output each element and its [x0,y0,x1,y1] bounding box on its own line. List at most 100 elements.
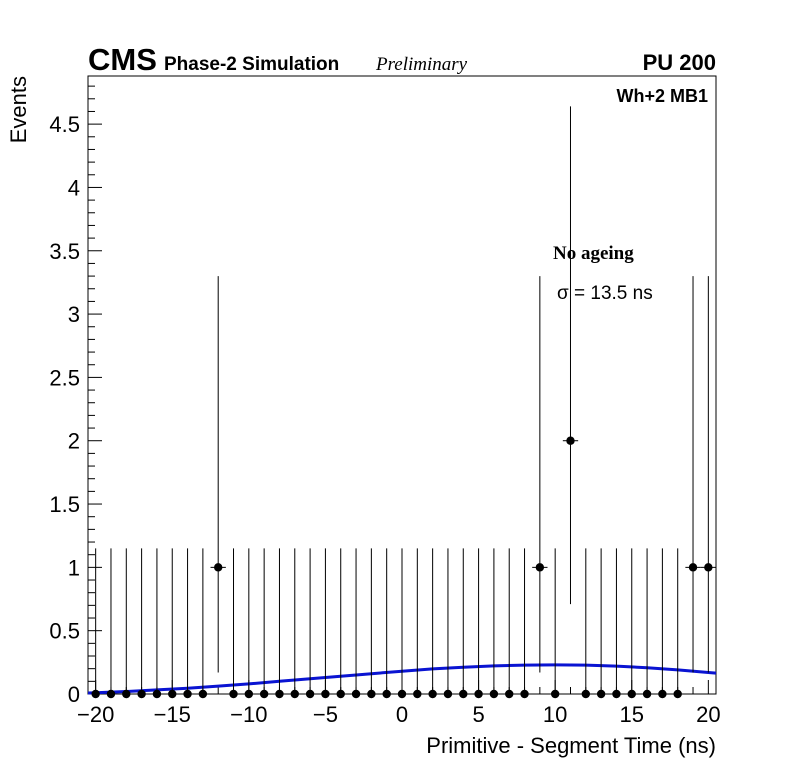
data-marker [367,689,376,699]
data-point [397,548,407,699]
data-point [321,548,330,699]
data-point [474,548,483,699]
data-point [596,548,606,699]
chamber-label: Wh+2 MB1 [616,86,708,106]
data-point [685,276,701,673]
x-tick-label: 5 [472,702,484,727]
cms-label: CMS [88,42,157,77]
data-point [305,548,315,699]
data-marker [688,563,698,572]
data-point [627,548,636,699]
data-marker [275,689,284,699]
data-point [581,548,591,699]
data-marker [397,689,407,699]
data-marker [168,689,177,699]
data-point [229,548,238,699]
preliminary-label: Preliminary [375,54,468,75]
data-point [505,548,514,699]
data-marker [106,689,116,699]
data-point [642,548,652,699]
y-axis: 0 0.5 1 1.5 2 2.5 3 3.5 4 4.5 [49,85,102,707]
data-point [198,548,208,699]
data-marker [91,689,100,699]
y-tick-label: 2.5 [49,365,80,390]
x-tick-label: 15 [620,702,644,727]
data-marker [443,689,453,699]
data-point [152,548,162,699]
y-tick-label: 0 [68,682,80,707]
data-point [122,548,131,699]
data-marker [213,563,223,572]
x-tick-label: −10 [230,702,267,727]
data-point [244,548,254,699]
data-points-layer [91,106,716,699]
data-point [532,276,548,673]
x-tick-label: 10 [543,702,567,727]
data-point [259,548,269,699]
data-point [210,276,226,673]
x-tick-label: 0 [396,702,408,727]
data-point [168,548,177,699]
data-marker [566,436,575,445]
y-tick-label: 4 [68,175,80,200]
data-marker [198,689,208,699]
y-tick-label: 4.5 [49,112,80,137]
data-marker [336,689,345,699]
x-tick-label: −15 [154,702,191,727]
phase2-label: Phase-2 Simulation [164,54,339,75]
data-marker [183,689,192,699]
data-marker [290,689,299,699]
x-axis: −20 −15 −10 −5 0 5 10 15 20 [77,680,721,727]
data-point [382,548,391,699]
data-point [275,548,284,699]
data-marker [382,689,391,699]
x-axis-title: Primitive - Segment Time (ns) [426,733,716,758]
data-marker [259,689,269,699]
y-tick-label: 0.5 [49,619,80,644]
y-tick-label: 2 [68,429,80,454]
data-marker [627,689,636,699]
data-point [137,548,146,699]
data-point [106,548,116,699]
data-marker [581,689,591,699]
data-marker [704,563,713,572]
data-marker [505,689,514,699]
y-axis-title: Events [6,76,31,143]
data-marker [122,689,131,699]
data-point [489,548,499,699]
data-marker [321,689,330,699]
data-point [428,548,437,699]
y-tick-label: 1.5 [49,492,80,517]
y-tick-label: 3 [68,302,80,327]
data-marker [642,689,652,699]
data-point [700,276,716,673]
data-marker [658,689,667,699]
data-marker [152,689,162,699]
data-marker [244,689,254,699]
data-marker [428,689,437,699]
data-point [351,548,361,699]
data-marker [137,689,146,699]
data-marker [612,689,621,699]
data-point [562,106,579,605]
data-point [658,548,667,699]
data-point [336,548,345,699]
data-point [520,548,529,699]
data-marker [413,689,422,699]
data-marker [673,689,682,699]
data-point [183,548,192,699]
data-marker [351,689,361,699]
data-point [290,548,299,699]
data-marker [535,563,545,572]
data-marker [229,689,238,699]
data-point [413,548,422,699]
data-point [550,548,560,699]
data-marker [520,689,529,699]
data-marker [459,689,468,699]
y-tick-label: 1 [68,555,80,580]
data-point [91,548,100,699]
data-marker [596,689,606,699]
data-point [443,548,453,699]
condition-annotation: No ageing [553,243,634,264]
